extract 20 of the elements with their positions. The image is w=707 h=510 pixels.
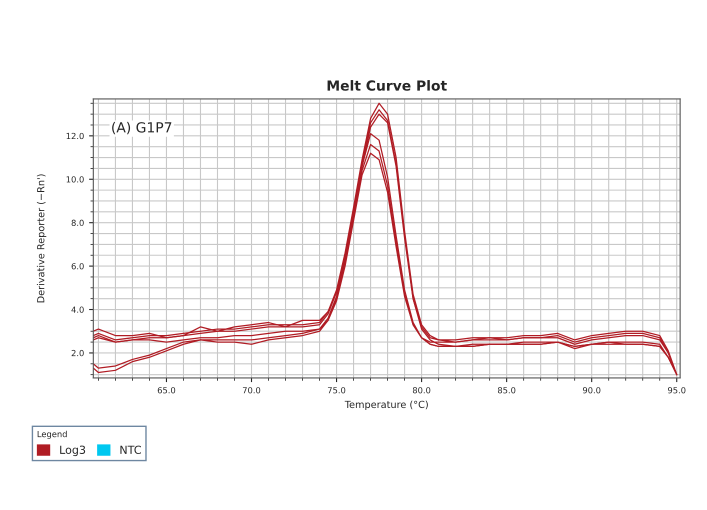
y-tick-label: 10.0 (66, 176, 84, 183)
y-axis-title: Derivative Reporter (−Rn') (36, 174, 46, 302)
y-tick-label: 4.0 (71, 306, 84, 313)
x-tick-label: 90.0 (582, 387, 600, 394)
x-tick-label: 80.0 (412, 387, 430, 394)
y-tick-label: 12.0 (66, 132, 84, 140)
y-tick-label: 8.0 (72, 220, 84, 226)
x-axis-title: Temperature (°C) (344, 400, 428, 410)
x-tick-label: 95.0 (668, 387, 686, 394)
x-tick-label: 75.0 (328, 387, 346, 394)
x-tick-label: 85.0 (498, 387, 516, 394)
annotation: (A) G1P7 (112, 122, 172, 134)
x-tick-label: 70.0 (242, 387, 260, 394)
chart-title: Melt Curve Plot (328, 80, 447, 91)
y-tick-label: 6.0 (72, 263, 84, 270)
y-tick-label: 2.0 (72, 350, 84, 356)
legend-label: NTC (120, 446, 141, 454)
legend-title: Legend (38, 430, 67, 439)
legend-label: Log3 (60, 446, 86, 456)
x-tick-label: 65.0 (158, 387, 176, 394)
